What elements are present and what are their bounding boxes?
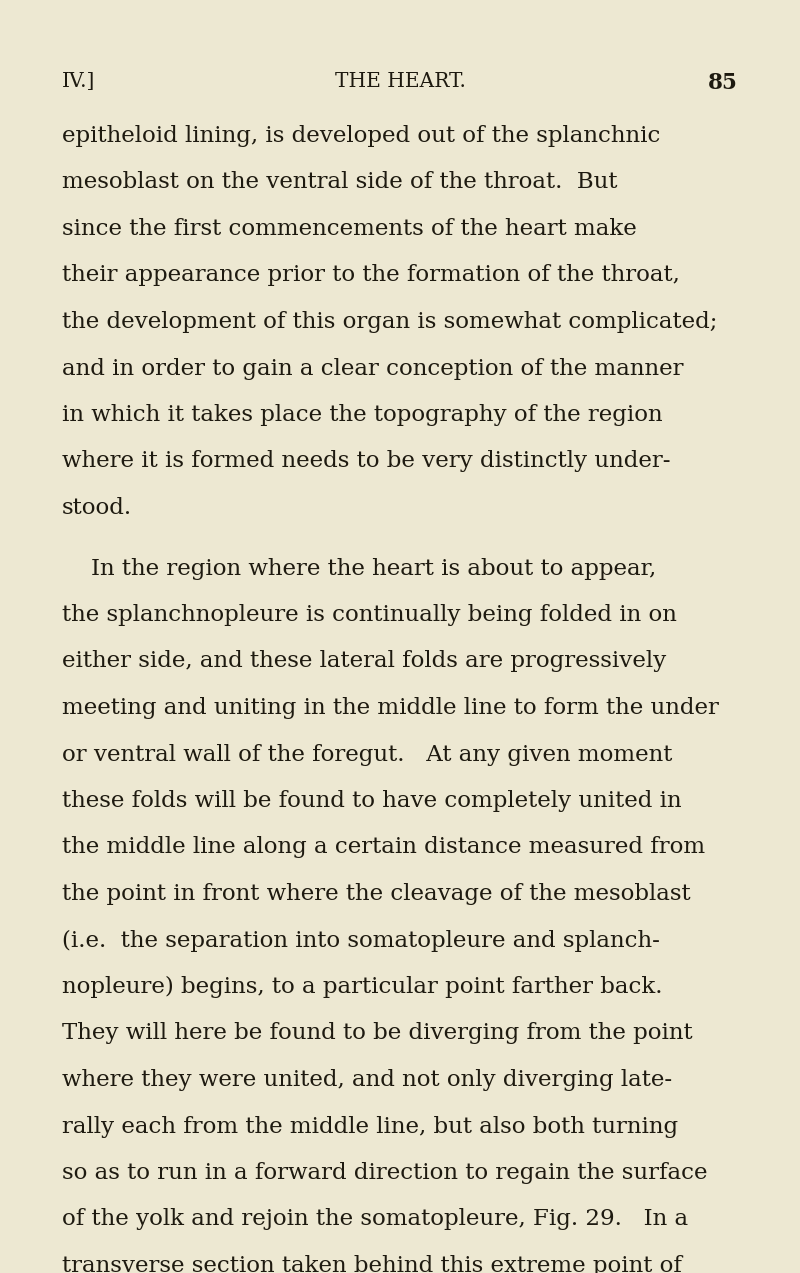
Text: THE HEART.: THE HEART. [334, 73, 466, 90]
Text: 85: 85 [708, 73, 738, 94]
Text: their appearance prior to the formation of the throat,: their appearance prior to the formation … [62, 265, 680, 286]
Text: mesoblast on the ventral side of the throat.  But: mesoblast on the ventral side of the thr… [62, 172, 618, 193]
Text: where they were united, and not only diverging late-: where they were united, and not only div… [62, 1069, 672, 1091]
Text: rally each from the middle line, but also both turning: rally each from the middle line, but als… [62, 1115, 678, 1138]
Text: since the first commencements of the heart make: since the first commencements of the hea… [62, 218, 637, 241]
Text: (i.e.  the separation into somatopleure and splanch-: (i.e. the separation into somatopleure a… [62, 929, 660, 952]
Text: meeting and uniting in the middle line to form the under: meeting and uniting in the middle line t… [62, 698, 719, 719]
Text: the splanchnopleure is continually being folded in on: the splanchnopleure is continually being… [62, 603, 677, 626]
Text: epitheloid lining, is developed out of the splanchnic: epitheloid lining, is developed out of t… [62, 125, 660, 146]
Text: the middle line along a certain distance measured from: the middle line along a certain distance… [62, 836, 705, 858]
Text: stood.: stood. [62, 496, 132, 519]
Text: the development of this organ is somewhat complicated;: the development of this organ is somewha… [62, 311, 718, 334]
Text: nopleure) begins, to a particular point farther back.: nopleure) begins, to a particular point … [62, 976, 662, 998]
Text: transverse section taken behind this extreme point of: transverse section taken behind this ext… [62, 1255, 682, 1273]
Text: either side, and these lateral folds are progressively: either side, and these lateral folds are… [62, 651, 666, 672]
Text: In the region where the heart is about to appear,: In the region where the heart is about t… [62, 558, 656, 579]
Text: IV.]: IV.] [62, 73, 95, 90]
Text: so as to run in a forward direction to regain the surface: so as to run in a forward direction to r… [62, 1162, 707, 1184]
Text: the point in front where the cleavage of the mesoblast: the point in front where the cleavage of… [62, 883, 690, 905]
Text: these folds will be found to have completely united in: these folds will be found to have comple… [62, 791, 682, 812]
Text: They will here be found to be diverging from the point: They will here be found to be diverging … [62, 1022, 693, 1045]
Text: and in order to gain a clear conception of the manner: and in order to gain a clear conception … [62, 358, 683, 379]
Text: or ventral wall of the foregut.   At any given moment: or ventral wall of the foregut. At any g… [62, 743, 672, 765]
Text: where it is formed needs to be very distinctly under-: where it is formed needs to be very dist… [62, 451, 670, 472]
Text: in which it takes place the topography of the region: in which it takes place the topography o… [62, 404, 662, 426]
Text: of the yolk and rejoin the somatopleure, Fig. 29.   In a: of the yolk and rejoin the somatopleure,… [62, 1208, 688, 1231]
